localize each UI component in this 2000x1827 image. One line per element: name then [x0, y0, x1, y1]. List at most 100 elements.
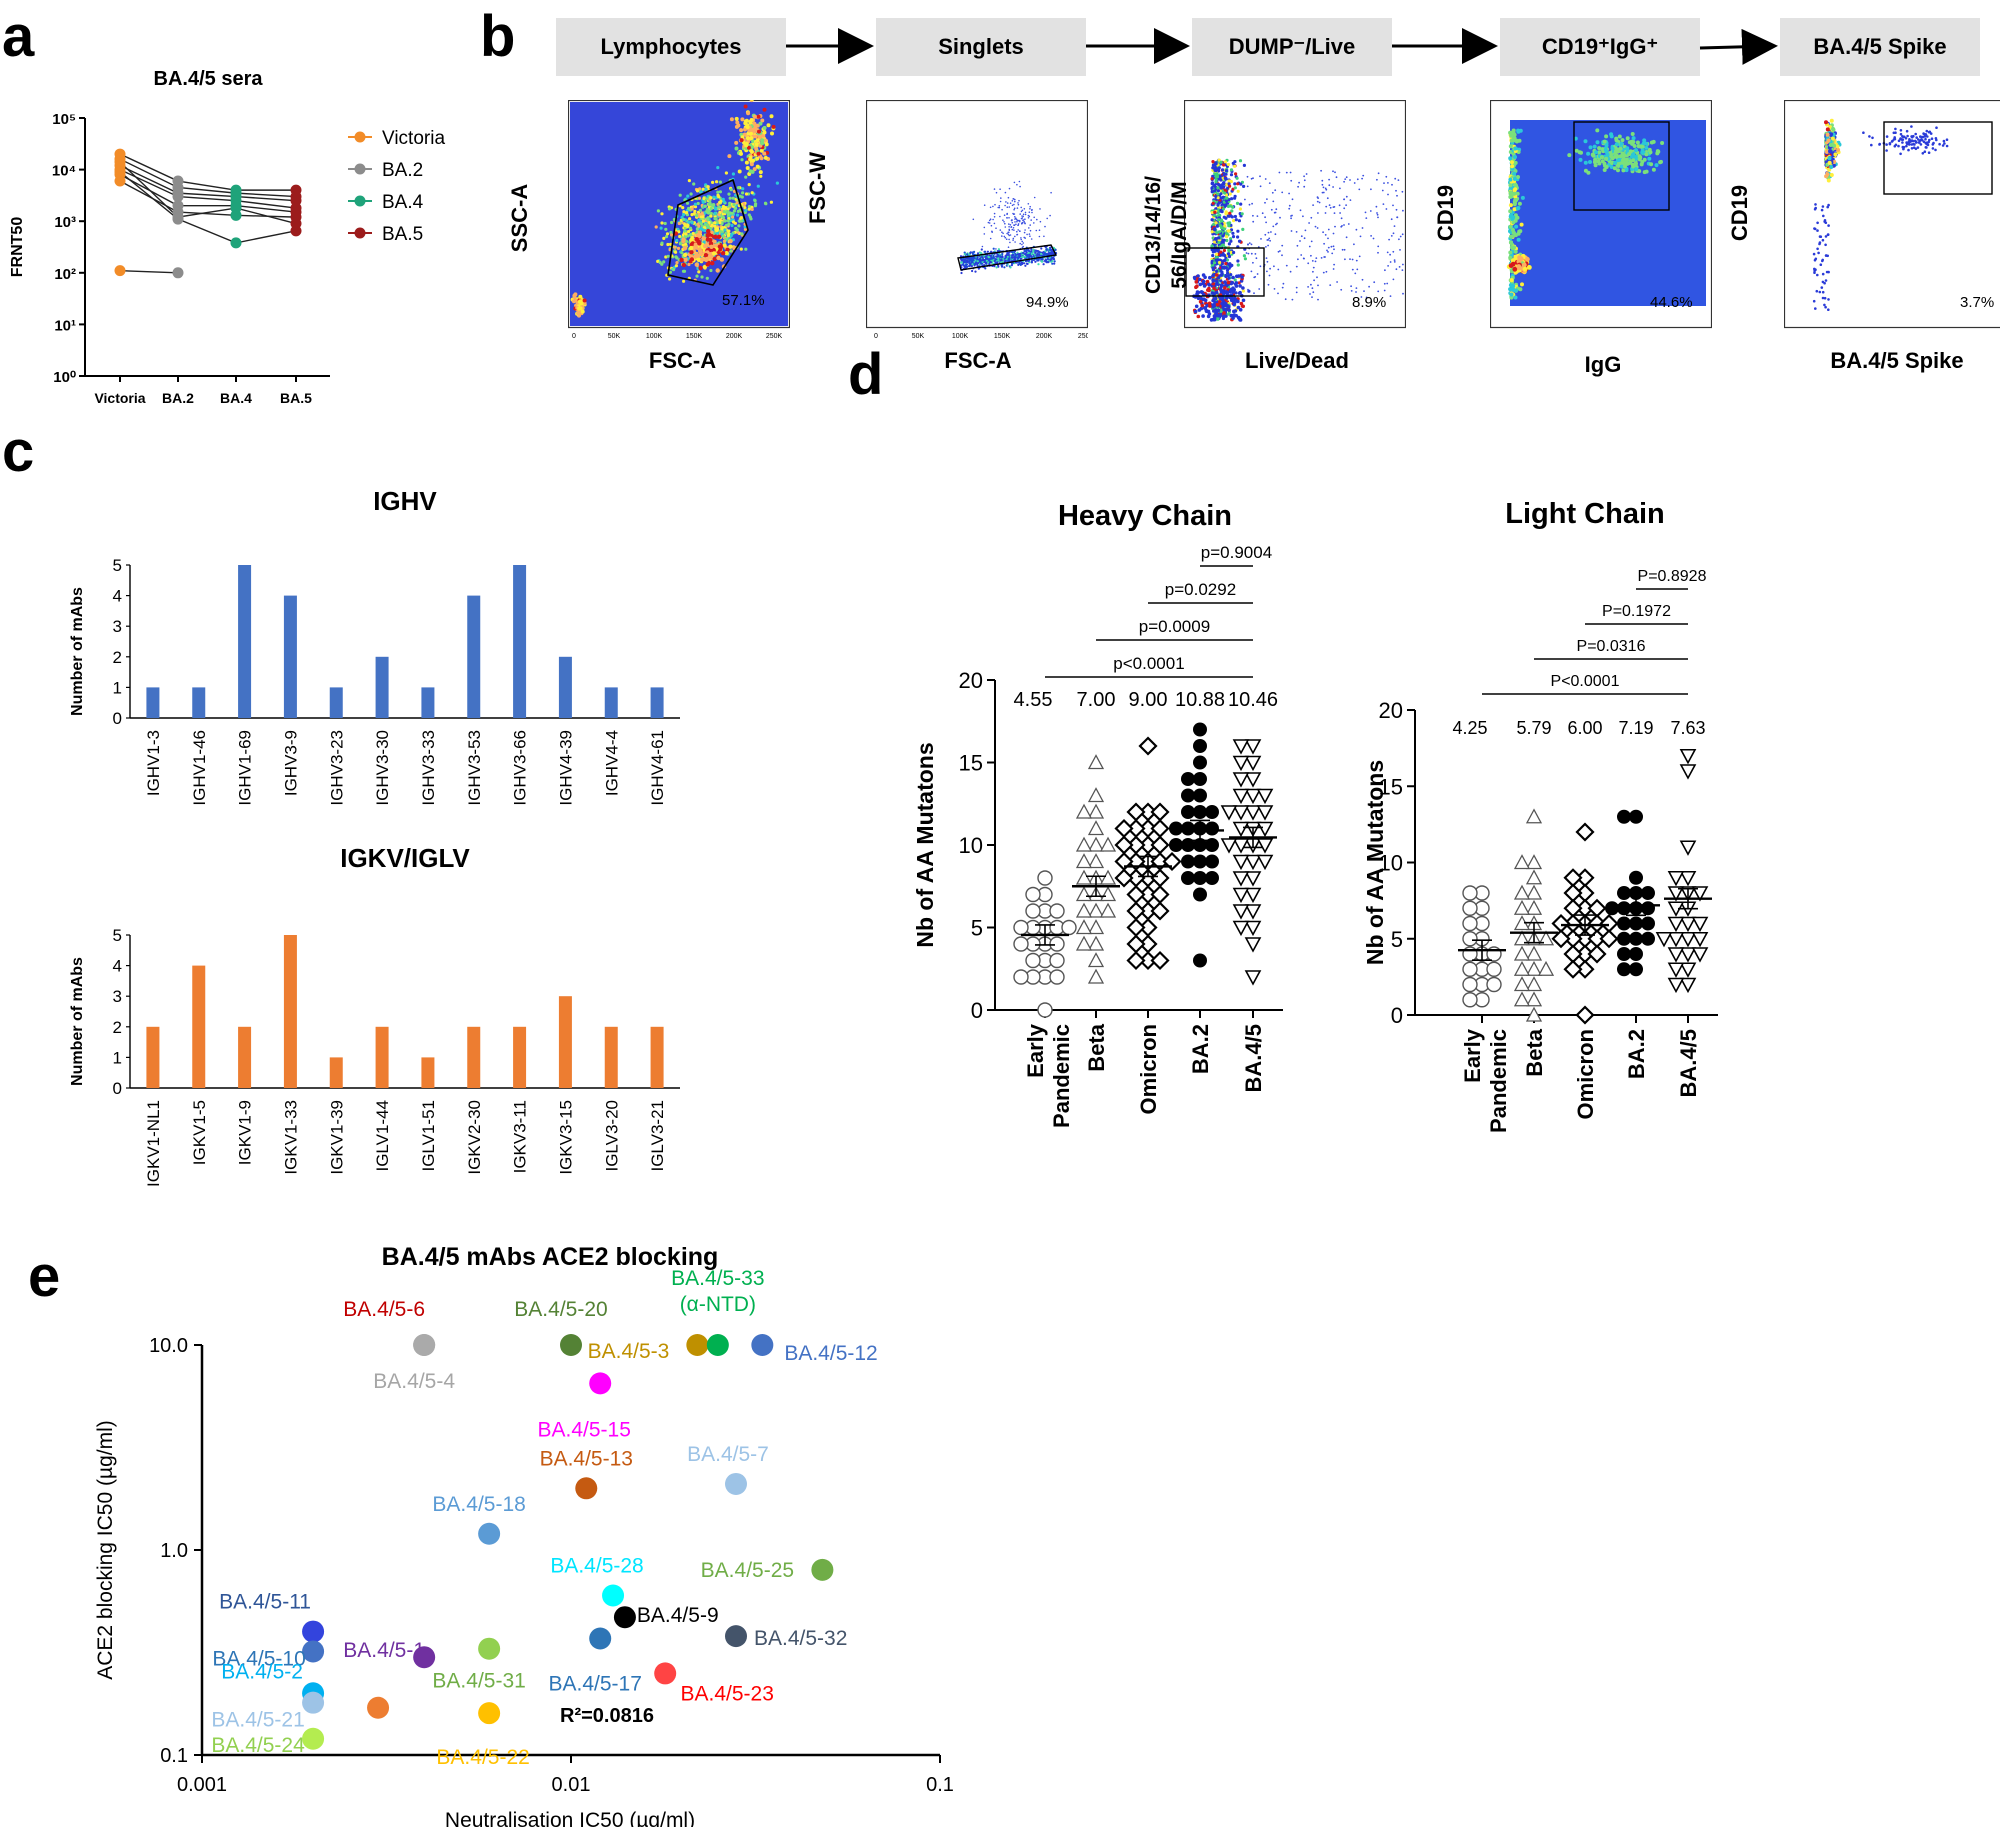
- flow-event: [1885, 149, 1888, 152]
- flow-event: [1573, 136, 1578, 141]
- chart-c-ighv-xtick-label: IGHV3-66: [511, 730, 530, 806]
- flow-event: [1019, 242, 1021, 245]
- chart-a-series-line: [119, 153, 296, 191]
- flow-event: [1231, 205, 1235, 209]
- flow-event: [770, 131, 774, 136]
- flow-event: [754, 142, 759, 147]
- flow-event: [1007, 231, 1009, 234]
- flow-event: [1238, 318, 1243, 322]
- flow-event: [1602, 139, 1607, 144]
- flow-event: [687, 220, 691, 224]
- chart-d-heavy-point: [1114, 835, 1134, 855]
- flow-event: [680, 251, 684, 255]
- flow-event: [1229, 273, 1233, 277]
- flow-event: [744, 175, 748, 179]
- flow-event: [1393, 261, 1396, 263]
- flow-event: [697, 270, 701, 274]
- flow-event: [1234, 218, 1238, 222]
- flow-event: [681, 262, 687, 268]
- flow-event: [987, 259, 991, 262]
- flow-event: [1932, 141, 1935, 145]
- flow-event: [1238, 308, 1243, 312]
- flow-event: [1216, 186, 1220, 190]
- flow-event: [1338, 204, 1341, 207]
- flow-event: [713, 206, 717, 210]
- flow-event: [1320, 257, 1323, 259]
- flow-event: [1333, 263, 1335, 266]
- flow-event: [1358, 255, 1361, 258]
- flow-event: [1510, 160, 1514, 165]
- flow-event: [1285, 171, 1288, 174]
- flow-event: [1821, 296, 1825, 300]
- flow-event: [1215, 269, 1219, 273]
- chart-c-ighv-bar-ighv3-33: [421, 687, 435, 718]
- flow-event: [969, 251, 972, 254]
- flow-event: [698, 249, 703, 254]
- flow-event: [698, 187, 702, 191]
- chart-a-series-line: [119, 168, 297, 209]
- flow-event: [1516, 265, 1522, 271]
- flow-event: [1228, 211, 1232, 215]
- flow-event: [1221, 291, 1226, 296]
- flow-event: [997, 248, 1000, 251]
- flow-event: [578, 299, 583, 304]
- flow-event: [1885, 143, 1888, 146]
- flow-event: [1893, 137, 1897, 141]
- flow-event: [744, 160, 749, 165]
- flow-event: [1894, 127, 1897, 131]
- flow-event: [1326, 197, 1329, 200]
- chart-c-igkv-ytick-label: 0: [113, 1079, 122, 1098]
- flow-event: [1631, 158, 1636, 163]
- flow-event: [1362, 174, 1365, 177]
- flow-event: [688, 217, 692, 221]
- flow-event: [1018, 262, 1022, 266]
- chart-c-ighv-ytick-label: 4: [113, 587, 122, 606]
- flow-event: [728, 201, 732, 205]
- flow-event: [1517, 201, 1522, 206]
- flow-event: [1899, 132, 1903, 136]
- flow-event: [656, 259, 660, 263]
- flow-event: [1316, 200, 1319, 203]
- chart-d-heavy-point: [1244, 970, 1262, 986]
- flow-event: [710, 223, 714, 227]
- chart-c-igkv-xtick-label: IGKV3-11: [511, 1100, 530, 1173]
- flow-event: [964, 264, 967, 267]
- flow-event: [1273, 265, 1275, 268]
- flow-event: [1233, 194, 1237, 198]
- flow-event: [1271, 191, 1274, 194]
- flow-gate: [1883, 121, 1993, 195]
- flow-event: [1910, 139, 1914, 142]
- flow-event: [1639, 144, 1644, 149]
- flow-event: [1268, 182, 1271, 184]
- flow-event: [1310, 216, 1313, 219]
- flow-event: [705, 276, 709, 280]
- flow-event: [704, 187, 708, 191]
- flow-event: [1310, 254, 1312, 257]
- flow-event: [1202, 306, 1207, 310]
- flow-event: [1922, 132, 1925, 135]
- flow-event: [966, 259, 969, 262]
- flow-event: [1213, 237, 1217, 241]
- flow-event: [1270, 231, 1272, 233]
- flow-event: [1282, 282, 1285, 285]
- flow-event: [1520, 282, 1524, 287]
- chart-a-legend-marker: [354, 195, 366, 207]
- flow-event: [1018, 255, 1021, 258]
- flow-event: [1377, 172, 1380, 175]
- flow-event: [1654, 163, 1659, 168]
- flow-event: [693, 209, 697, 213]
- flow-event: [1588, 160, 1592, 164]
- flow-event: [660, 221, 664, 225]
- flow-event: [1008, 234, 1010, 237]
- flow-event: [993, 222, 996, 225]
- flow-event: [664, 255, 668, 259]
- flow-event: [1513, 295, 1518, 300]
- flow-event: [722, 200, 726, 204]
- chart-a-point: [114, 156, 126, 168]
- flow-event: [1208, 275, 1212, 280]
- flow-event: [1207, 301, 1212, 306]
- flow-event: [736, 230, 740, 234]
- flow-event: [1030, 252, 1034, 255]
- flow-xtick-label: 0: [572, 333, 576, 340]
- flow-event: [761, 133, 766, 138]
